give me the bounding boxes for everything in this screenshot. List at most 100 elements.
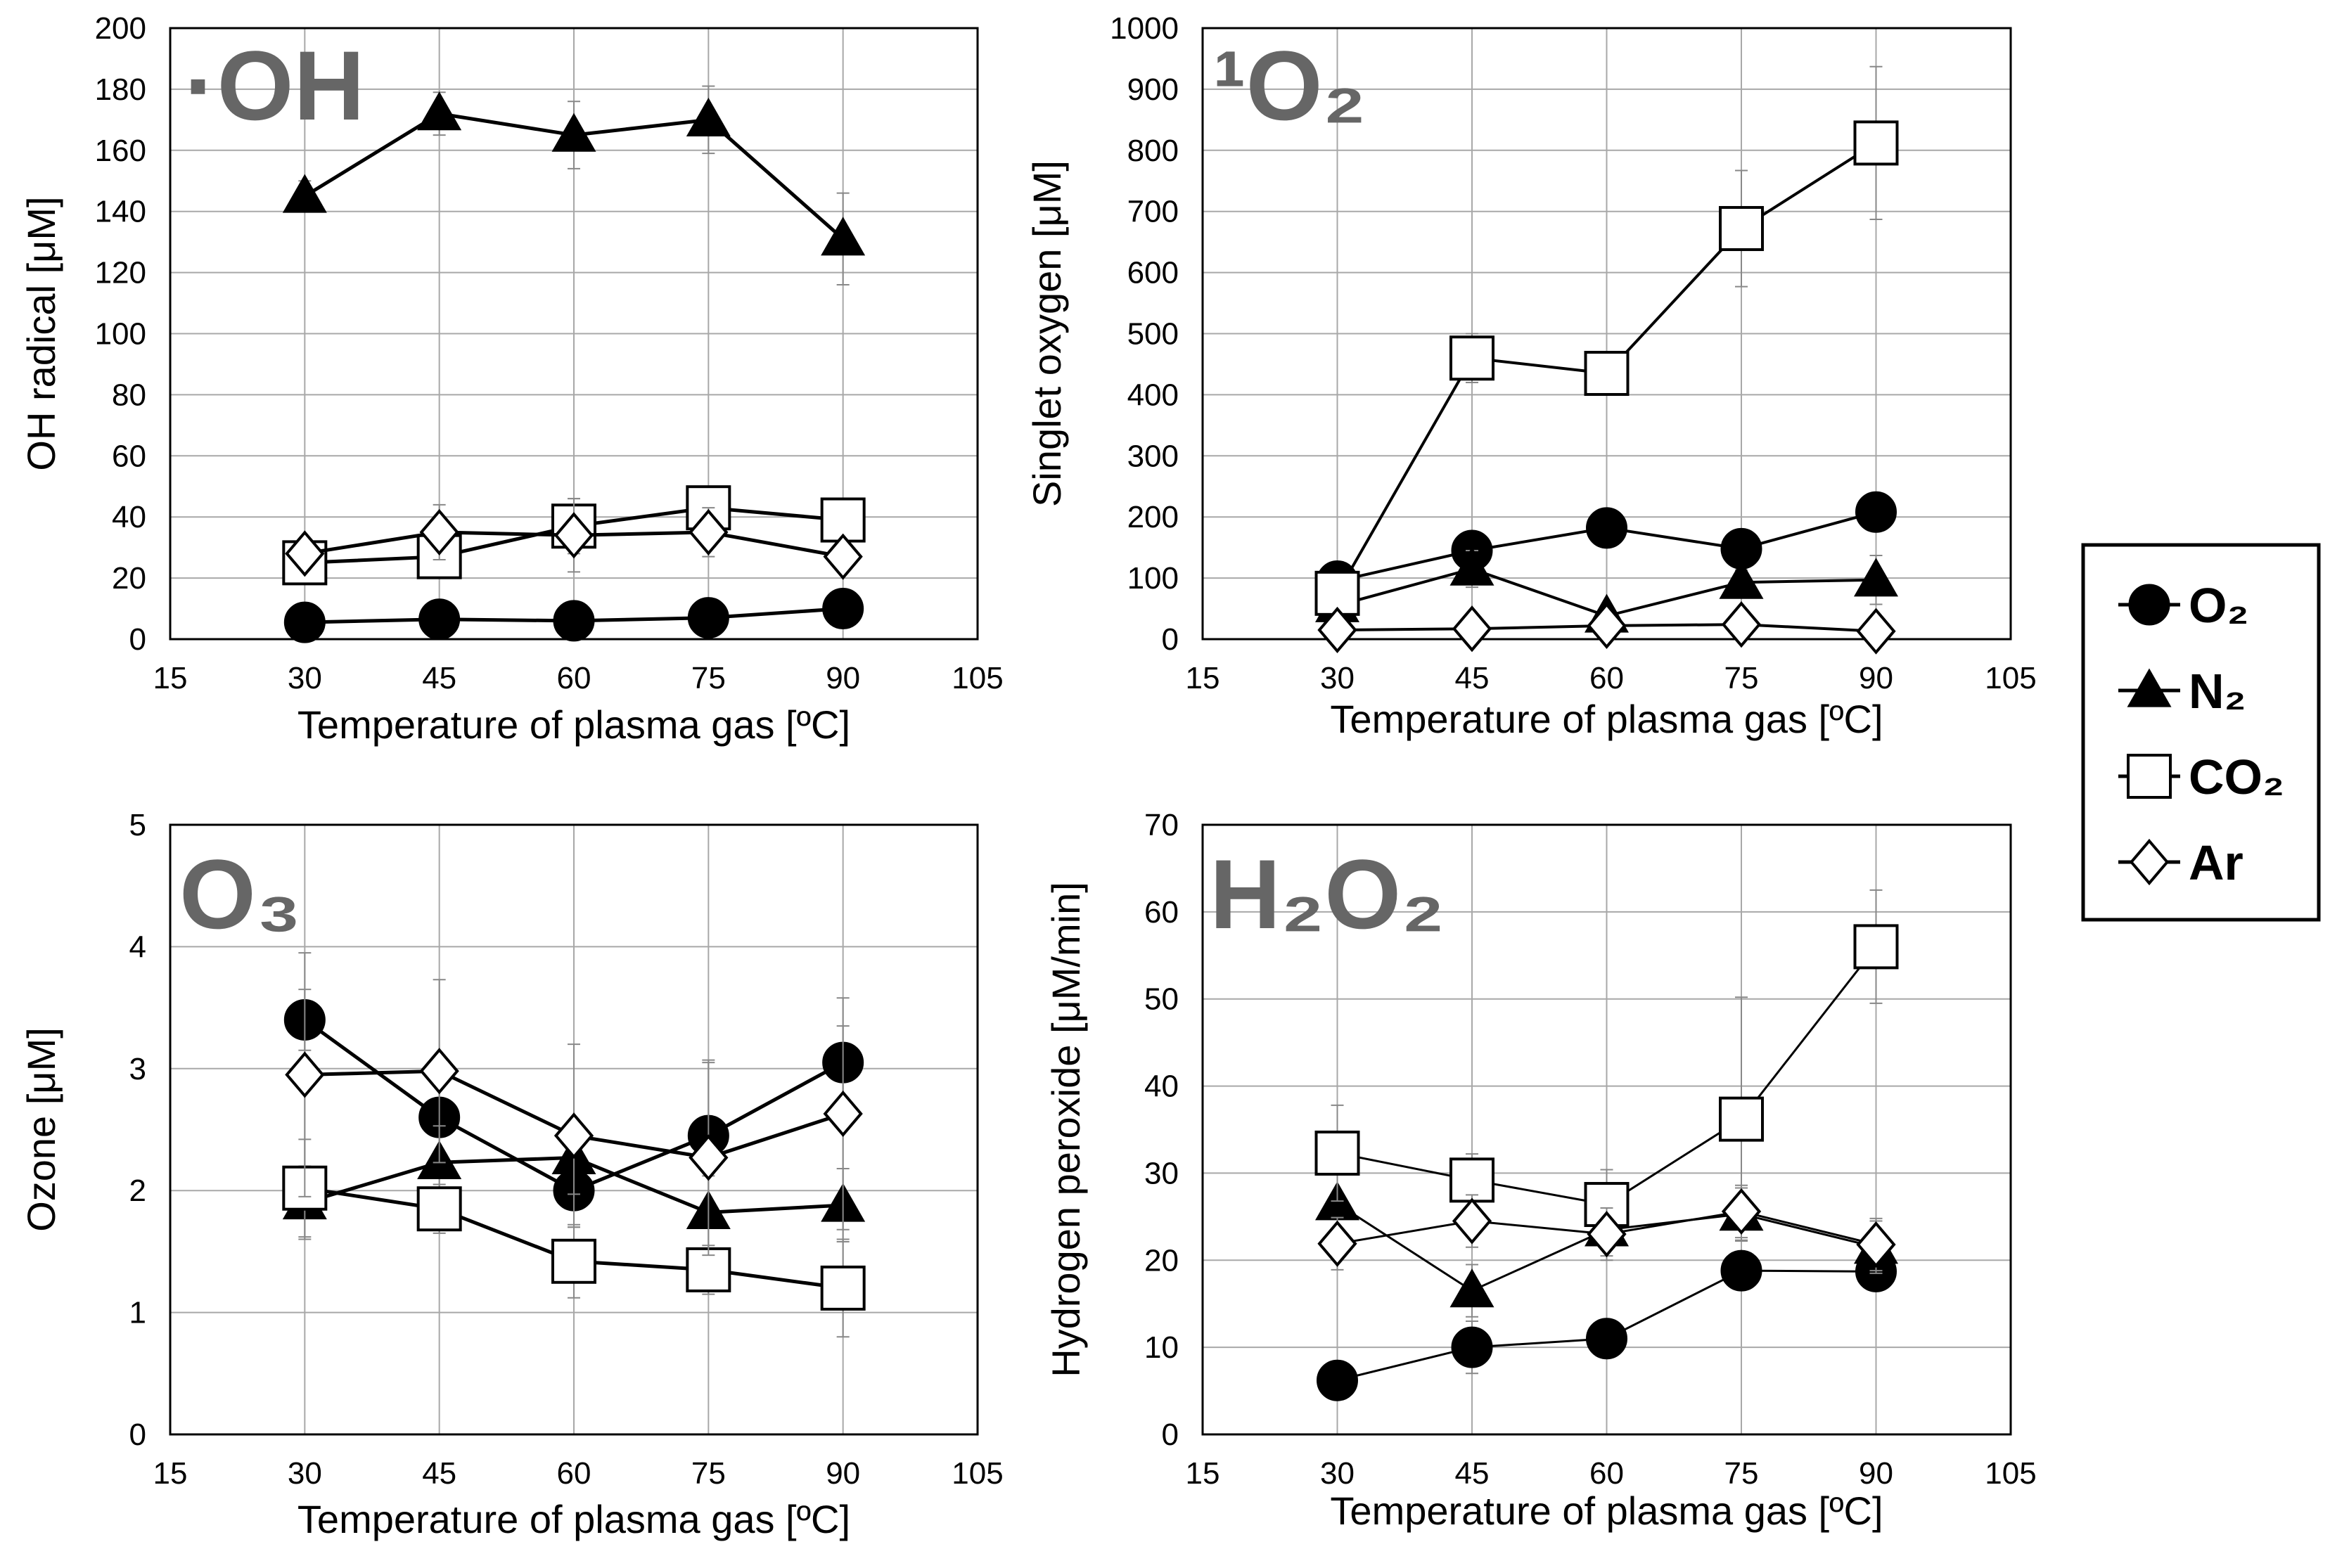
legend-label: O₂ — [2189, 578, 2249, 633]
marker-open-diamond — [1721, 1188, 1762, 1235]
x-tick-label: 30 — [1320, 1456, 1355, 1491]
marker-filled-circle — [1586, 1318, 1627, 1360]
y-tick-label: 5 — [129, 808, 146, 842]
marker-open-square — [416, 1186, 462, 1232]
marker-open-diamond — [1452, 1197, 1492, 1245]
x-tick-label: 45 — [1455, 661, 1490, 695]
plot-frame — [1201, 823, 2012, 1436]
y-tick-label: 900 — [1127, 72, 1179, 107]
marker-open-diamond — [419, 1048, 459, 1095]
y-tick-label: 200 — [1127, 500, 1179, 534]
x-tick-label: 15 — [1186, 1456, 1220, 1491]
marker-open-diamond — [1317, 1220, 1357, 1267]
x-tick-label: 45 — [422, 1456, 456, 1491]
panel-title: O₃ — [179, 839, 302, 949]
marker-open-square — [1853, 924, 1899, 970]
panel-title: ·OH — [184, 30, 365, 141]
x-axis-label: Temperature of plasma gas [ºC] — [1330, 1489, 1883, 1533]
y-tick-label: 200 — [95, 11, 146, 46]
chart-panel-oh-radical: Temperature of plasma gas [ºC] OH radica… — [19, 11, 1004, 747]
x-tick-label: 105 — [952, 1456, 1003, 1491]
x-tick-label: 30 — [288, 661, 322, 695]
marker-open-diamond — [1452, 605, 1492, 653]
marker-filled-circle — [553, 600, 595, 642]
marker-open-diamond — [1587, 602, 1627, 649]
y-tick-label: 700 — [1127, 195, 1179, 229]
series-open-diamond — [1317, 601, 1896, 655]
chart-panel-singlet-oxygen: Temperature of plasma gas [ºC] Singlet o… — [1025, 11, 2037, 741]
marker-open-diamond — [689, 1134, 729, 1181]
marker-open-diamond — [553, 1112, 594, 1159]
legend: O₂ N₂ CO₂ Ar — [2081, 543, 2321, 922]
x-tick-label: 90 — [1859, 1456, 1893, 1491]
x-axis-label: Temperature of plasma gas [ºC] — [297, 702, 850, 747]
y-tick-label: 40 — [112, 500, 146, 534]
legend-item-co2: CO₂ — [2118, 750, 2284, 804]
series-open-square — [1314, 889, 1899, 1242]
series-filled-triangle — [282, 85, 866, 285]
legend-box — [2081, 543, 2321, 922]
y-tick-label: 500 — [1127, 317, 1179, 352]
marker-open-square — [1449, 335, 1494, 381]
marker-filled-circle — [1451, 1326, 1493, 1368]
plot-frame — [169, 823, 979, 1436]
y-axis-label: Ozone [μM] — [19, 1027, 63, 1232]
y-tick-label: 100 — [95, 317, 146, 352]
y-tick-label: 3 — [129, 1052, 146, 1086]
marker-filled-circle — [687, 597, 729, 639]
x-tick-label: 105 — [1985, 1456, 2036, 1491]
marker-filled-triangle — [2127, 668, 2172, 707]
marker-filled-circle — [1720, 1249, 1762, 1292]
marker-filled-circle — [1586, 507, 1627, 549]
x-tick-label: 75 — [1724, 1456, 1759, 1491]
series-open-square — [1314, 65, 1899, 616]
x-tick-label: 60 — [1589, 1456, 1624, 1491]
y-tick-label: 60 — [112, 439, 146, 473]
y-tick-label: 4 — [129, 930, 146, 964]
marker-open-square — [1719, 206, 1764, 252]
marker-open-diamond — [1317, 606, 1357, 654]
marker-filled-triangle — [821, 217, 866, 256]
x-tick-label: 60 — [557, 661, 591, 695]
marker-open-diamond — [553, 512, 594, 559]
marker-open-diamond — [823, 533, 863, 580]
y-tick-label: 50 — [1144, 982, 1179, 1017]
marker-open-square — [1314, 570, 1360, 616]
x-tick-label: 30 — [1320, 661, 1355, 695]
x-tick-label: 90 — [826, 1456, 860, 1491]
y-tick-label: 800 — [1127, 134, 1179, 168]
y-tick-label: 100 — [1127, 561, 1179, 596]
marker-open-square — [551, 1238, 596, 1284]
y-tick-label: 60 — [1144, 895, 1179, 930]
chart-panel-hydrogen-peroxide: Temperature of plasma gas [ºC] Hydrogen … — [1044, 808, 2037, 1533]
y-tick-label: 1 — [129, 1296, 146, 1330]
x-tick-label: 60 — [557, 1456, 591, 1491]
x-tick-label: 105 — [1985, 661, 2036, 695]
y-tick-label: 0 — [1162, 1418, 1179, 1452]
marker-filled-triangle — [282, 174, 327, 213]
marker-open-square — [820, 1265, 866, 1311]
x-tick-label: 45 — [1455, 1456, 1490, 1491]
marker-open-square — [1314, 1130, 1360, 1176]
marker-filled-triangle — [1449, 546, 1494, 586]
y-tick-label: 180 — [95, 72, 146, 107]
y-tick-label: 1000 — [1110, 11, 1179, 46]
legend-item-o2: O₂ — [2118, 578, 2249, 633]
y-tick-label: 2 — [129, 1174, 146, 1208]
marker-filled-triangle — [1449, 1268, 1494, 1308]
y-tick-label: 30 — [1144, 1156, 1179, 1190]
legend-label: Ar — [2189, 835, 2243, 890]
x-tick-label: 90 — [1859, 661, 1893, 695]
y-tick-label: 10 — [1144, 1330, 1179, 1365]
marker-open-diamond — [419, 508, 459, 556]
x-tick-label: 45 — [422, 661, 456, 695]
marker-filled-circle — [283, 601, 326, 643]
marker-open-diamond — [1721, 601, 1762, 648]
marker-filled-circle — [1317, 1359, 1358, 1401]
y-tick-label: 0 — [129, 1418, 146, 1452]
x-tick-label: 75 — [691, 1456, 726, 1491]
y-tick-label: 300 — [1127, 439, 1179, 473]
y-tick-label: 0 — [1162, 622, 1179, 657]
y-axis-label: Singlet oxygen [μM] — [1025, 160, 1069, 507]
y-tick-label: 20 — [112, 561, 146, 596]
